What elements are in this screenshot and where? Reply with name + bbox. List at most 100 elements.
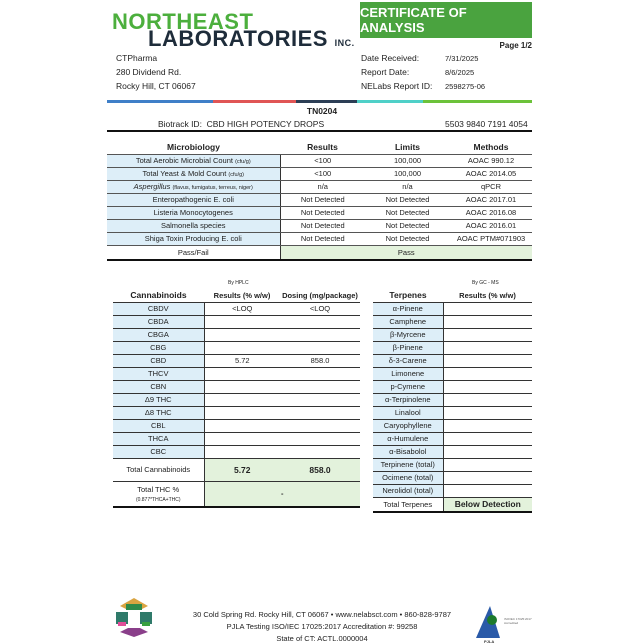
- svg-text:Accredited: Accredited: [504, 621, 519, 625]
- color-bar-teal: [357, 100, 423, 103]
- terpene-name: β-Pinene: [373, 341, 444, 355]
- cannabinoid-result: [204, 393, 280, 407]
- cannabinoid-dosing: 858.0: [280, 354, 360, 368]
- microbiology-limit: Not Detected: [365, 193, 450, 207]
- cannabinoid-result: [204, 380, 280, 394]
- cannabinoid-name: CBDV: [113, 302, 205, 316]
- logo-laboratories: LABORATORIES INC.: [148, 26, 355, 51]
- report-date-label: Report Date:: [361, 67, 410, 77]
- total-terpenes-row: Total Terpenes Below Detection: [373, 497, 532, 513]
- date-received: 7/31/2025: [445, 54, 479, 63]
- table-row: Aspergillus (flavus, fumigatus, terreus,…: [107, 180, 532, 194]
- document-title: CERTIFICATE OF ANALYSIS: [360, 2, 532, 38]
- microbiology-test-name: Aspergillus (flavus, fumigatus, terreus,…: [107, 180, 281, 194]
- cannabinoid-dosing: [280, 367, 360, 381]
- terpene-name: β-Myrcene: [373, 328, 444, 342]
- cannabinoid-result: [204, 445, 280, 459]
- microbiology-result: Not Detected: [280, 219, 365, 233]
- microbiology-test-name: Salmonella species: [107, 219, 281, 233]
- terpene-result: [443, 406, 532, 420]
- terpene-name: Ocimene (total): [373, 471, 444, 485]
- total-terpenes-label: Total Terpenes: [373, 497, 444, 513]
- report-id: 2598275-06: [445, 82, 486, 91]
- cannabinoids-table: Cannabinoids Results (% w/w) Dosing (mg/pa…: [113, 289, 360, 508]
- microbiology-limit: Not Detected: [365, 206, 450, 220]
- color-bar-red: [213, 100, 296, 103]
- footer-address: 30 Cold Spring Rd. Rocky Hill, CT 06067 …: [192, 610, 452, 619]
- cannabinoid-dosing: [280, 380, 360, 394]
- table-row: α-Terpinolene: [373, 393, 532, 407]
- table-row: Δ9 THC: [113, 393, 360, 407]
- microbiology-limit: 100,000: [365, 167, 450, 181]
- table-row: CBC: [113, 445, 360, 459]
- terpene-result: [443, 354, 532, 368]
- table-row: Listeria Monocytogenes Not Detected Not D…: [107, 206, 532, 220]
- cannabinoid-result: 5.72: [204, 354, 280, 368]
- table-row: p-Cymene: [373, 380, 532, 394]
- terpene-name: Linalool: [373, 406, 444, 420]
- cannabinoid-result: [204, 432, 280, 446]
- terpene-name: Nerolidol (total): [373, 484, 444, 498]
- client-address1: 280 Dividend Rd.: [116, 67, 182, 77]
- table-row: CBDA: [113, 315, 360, 329]
- pass-fail-row: Pass/Fail Pass: [107, 245, 532, 261]
- cannabinoid-result: [204, 341, 280, 355]
- footer-state: State of CT: ACTL.0000004: [276, 634, 368, 643]
- microbiology-limit: Not Detected: [365, 232, 450, 246]
- microbiology-table: Microbiology Results Limits Methods Total A…: [107, 141, 532, 261]
- table-row: Caryophyllene: [373, 419, 532, 433]
- pass-fail-value: Pass: [280, 245, 532, 261]
- terpene-result: [443, 380, 532, 394]
- terpene-result: [443, 367, 532, 381]
- header-cell: Dosing (mg/package): [280, 289, 360, 303]
- total-label: Total Cannabinoids: [113, 458, 205, 482]
- header-cell: Microbiology: [107, 141, 280, 155]
- cannabinoid-name: CBC: [113, 445, 205, 459]
- table-row: CBG: [113, 341, 360, 355]
- microbiology-method: AOAC 2016.01: [450, 219, 532, 233]
- table-row: β-Myrcene: [373, 328, 532, 342]
- terpene-result: [443, 341, 532, 355]
- microbiology-method: AOAC 2016.08: [450, 206, 532, 220]
- cannabinoid-result: [204, 315, 280, 329]
- table-row: CBL: [113, 419, 360, 433]
- cannabinoid-dosing: [280, 419, 360, 433]
- table-header: Cannabinoids Results (% w/w) Dosing (mg/pa…: [113, 289, 360, 303]
- cannabinoid-name: CBG: [113, 341, 205, 355]
- microbiology-test-name: Listeria Monocytogenes: [107, 206, 281, 220]
- table-row: Camphene: [373, 315, 532, 329]
- terpene-result: [443, 458, 532, 472]
- cannabinoid-dosing: [280, 445, 360, 459]
- table-row: Total Aerobic Microbial Count (cfu/g) <10…: [107, 154, 532, 168]
- table-row: Shiga Toxin Producing E. coli Not Detect…: [107, 232, 532, 246]
- divider: [107, 130, 532, 132]
- table-row: Nerolidol (total): [373, 484, 532, 498]
- cannabinoid-name: CBGA: [113, 328, 205, 342]
- terpene-result: [443, 445, 532, 459]
- table-row: Δ8 THC: [113, 406, 360, 420]
- terpene-name: Camphene: [373, 315, 444, 329]
- terpene-name: Caryophyllene: [373, 419, 444, 433]
- header-cell: Results (% w/w): [443, 289, 532, 303]
- cannabinoid-name: CBD: [113, 354, 205, 368]
- date-received-label: Date Received:: [361, 53, 420, 63]
- table-row: Ocimene (total): [373, 471, 532, 485]
- biotrack-id: 5503 9840 7191 4054: [445, 119, 528, 129]
- header-cell: Results (% w/w): [204, 289, 280, 303]
- header-cell: Terpenes: [373, 289, 443, 303]
- microbiology-method: AOAC 2014.05: [450, 167, 532, 181]
- table-row: CBDV <LOQ <LOQ: [113, 302, 360, 316]
- cannabinoid-dosing: [280, 315, 360, 329]
- cannabinoid-dosing: <LOQ: [280, 302, 360, 316]
- table-row: Limonene: [373, 367, 532, 381]
- terpene-result: [443, 328, 532, 342]
- terpene-result: [443, 471, 532, 485]
- table-row: THCA: [113, 432, 360, 446]
- page-number: Page 1/2: [499, 41, 532, 50]
- report-date: 8/6/2025: [445, 68, 475, 77]
- terpene-name: α-Bisabolol: [373, 445, 444, 459]
- cannabinoid-dosing: [280, 406, 360, 420]
- terpene-result: [443, 315, 532, 329]
- table-row: α-Bisabolol: [373, 445, 532, 459]
